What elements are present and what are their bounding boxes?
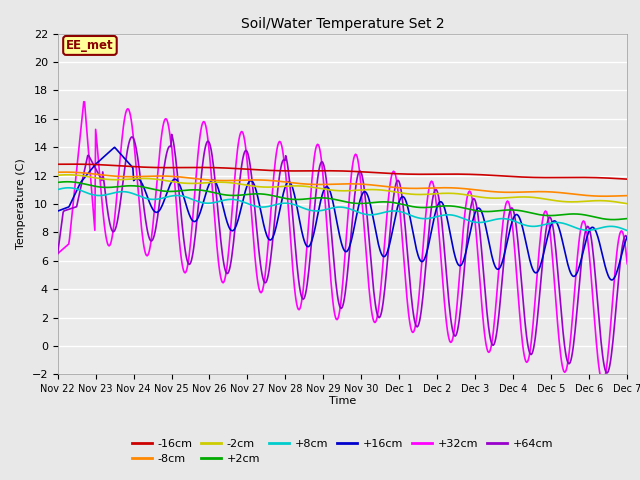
Text: EE_met: EE_met [66, 39, 114, 52]
Legend: -16cm, -8cm, -2cm, +2cm, +8cm, +16cm, +32cm, +64cm: -16cm, -8cm, -2cm, +2cm, +8cm, +16cm, +3… [132, 439, 553, 464]
Y-axis label: Temperature (C): Temperature (C) [16, 158, 26, 250]
Title: Soil/Water Temperature Set 2: Soil/Water Temperature Set 2 [241, 17, 444, 31]
X-axis label: Time: Time [329, 396, 356, 406]
